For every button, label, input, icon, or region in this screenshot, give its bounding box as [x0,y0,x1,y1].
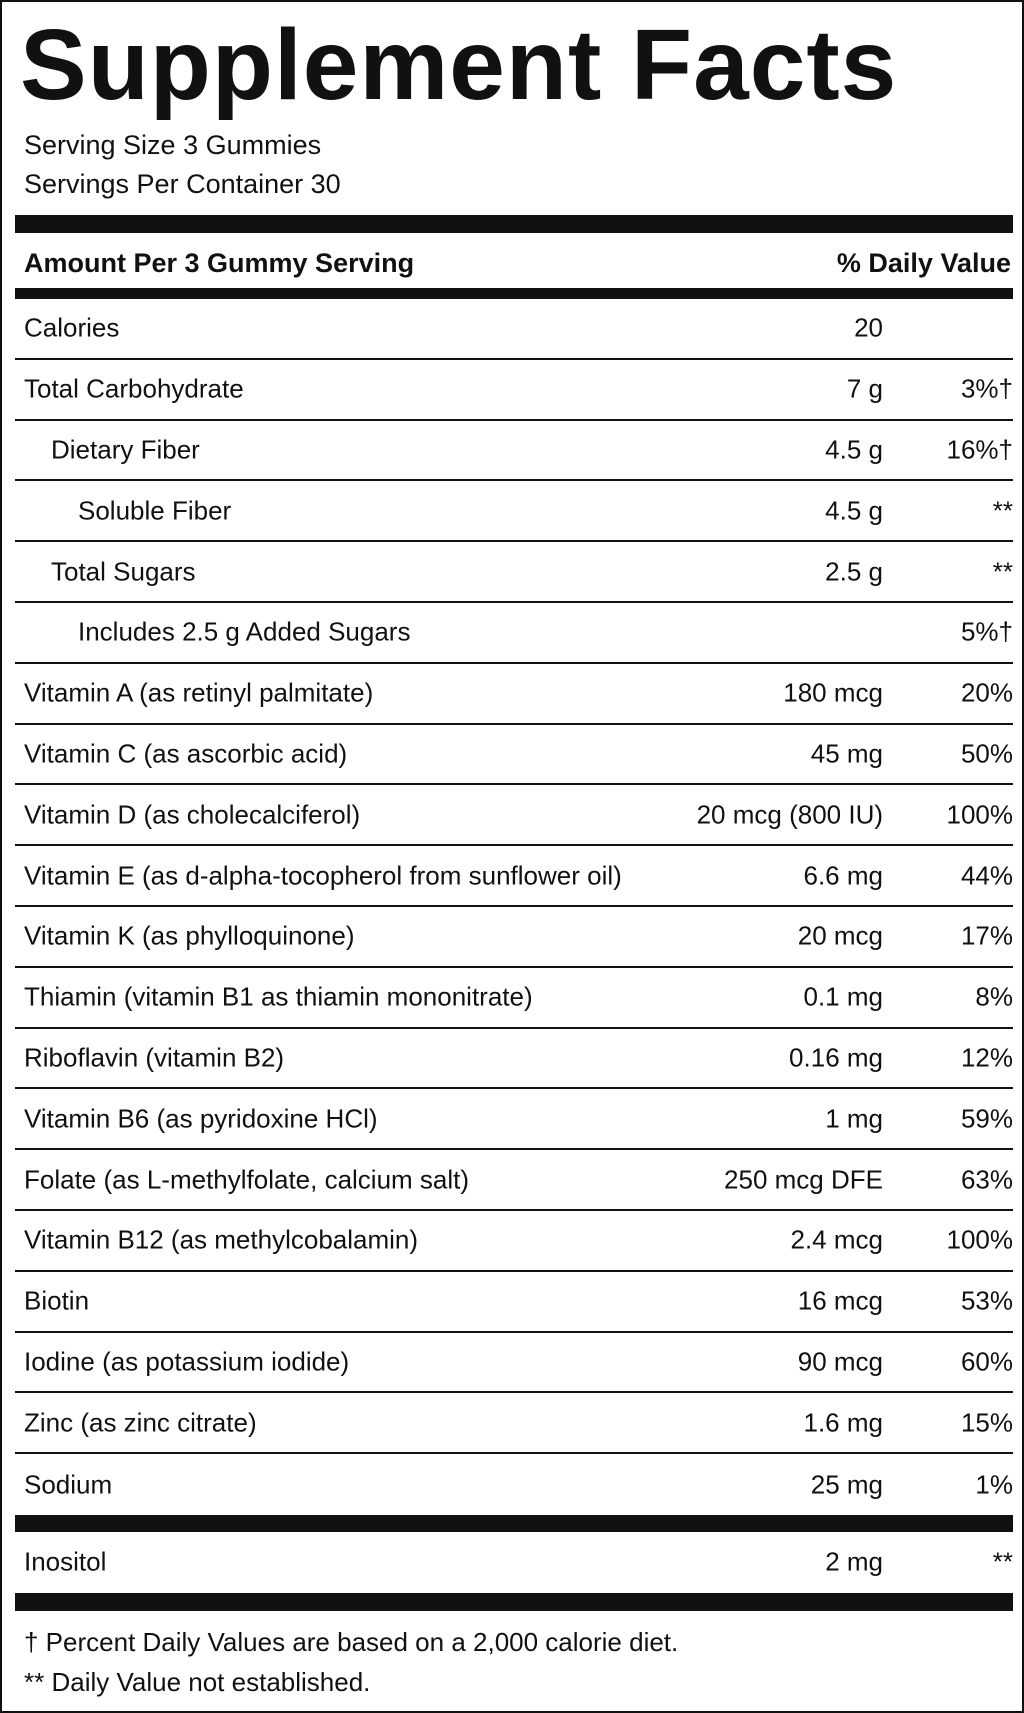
nutrient-name: Vitamin K (as phylloquinone) [24,920,355,951]
footnote: ** Daily Value not established. [24,1667,371,1697]
nutrient-row: Calories 20 [15,299,1013,360]
nutrient-row: Vitamin K (as phylloquinone) 20 mcg 17% [15,907,1013,968]
nutrient-row: Zinc (as zinc citrate) 1.6 mg 15% [15,1393,1013,1455]
amount: 0.16 mg [789,1042,883,1073]
nutrient-row: Vitamin B6 (as pyridoxine HCl) 1 mg 59% [15,1089,1013,1151]
nutrient-row: Vitamin D (as cholecalciferol) 20 mcg (80… [15,785,1014,847]
amount: 250 mcg DFE [724,1164,883,1195]
daily-value: 63% [960,1164,1013,1195]
nutrient-row: Vitamin B12 (as methylcobalamin) 2.4 mcg 1… [15,1211,1013,1272]
daily-value: 44% [960,860,1013,891]
medium-rule [15,288,1013,299]
daily-value: 5%† [960,616,1013,647]
nutrient-name: Folate (as L-methylfolate, calcium salt) [24,1164,470,1195]
nutrient-row: Vitamin A (as retinyl palmitate) 180 mcg 2… [15,664,1013,725]
daily-value-header: % Daily Value [836,248,1011,278]
amount: 2.4 mcg [790,1224,884,1255]
daily-value: 15% [960,1407,1013,1438]
amount: 1 mg [825,1103,883,1134]
nutrient-name: Dietary Fiber [51,434,200,465]
nutrient-rows: Calories 20 Total Carbohydrate 7 g 3%† Dietar… [15,299,1013,1515]
nutrient-name: Thiamin (vitamin B1 as thiamin mononitra… [24,981,533,1012]
amount: 2 mg [825,1546,883,1577]
nutrient-name: Vitamin E (as d-alpha-tocopherol from su… [24,860,622,891]
amount: 90 mcg [797,1346,883,1377]
daily-value: 16%† [946,434,1014,465]
daily-value: 59% [960,1103,1013,1134]
nutrient-name: Total Sugars [51,556,196,587]
daily-value: ** [992,495,1013,526]
amount: 7 g [846,373,883,404]
daily-value: 8% [975,981,1013,1012]
nutrient-name: Riboflavin (vitamin B2) [24,1042,285,1073]
title: Supplement Facts [20,9,898,121]
amount: 0.1 mg [803,981,884,1012]
nutrient-row: Thiamin (vitamin B1 as thiamin mononitra… [15,968,1013,1029]
daily-value: ** [992,1546,1013,1577]
amount: 2.5 g [825,556,883,587]
nutrient-name: Vitamin D (as cholecalciferol) [24,799,361,830]
amount: 20 [854,312,883,343]
amount: 16 mcg [797,1285,883,1316]
other-rows: Inositol 2 mg ** [15,1532,1013,1593]
nutrient-name: Sodium [24,1469,113,1500]
daily-value: 53% [960,1285,1013,1316]
daily-value: 17% [960,920,1013,951]
amount: 4.5 g [825,434,883,465]
nutrient-name: Vitamin B12 (as methylcobalamin) [24,1224,419,1255]
nutrient-row: Riboflavin (vitamin B2) 0.16 mg 12% [15,1029,1013,1090]
amount: 45 mg [810,738,883,769]
daily-value: 20% [960,677,1013,708]
nutrient-name: Biotin [24,1285,90,1316]
nutrient-name: Soluble Fiber [78,495,232,526]
nutrient-row: Soluble Fiber 4.5 g ** [15,481,1013,543]
nutrient-row: Iodine (as potassium iodide) 90 mcg 60% [15,1333,1013,1394]
amount-header: Amount Per 3 Gummy Serving [24,248,415,278]
nutrient-name: Zinc (as zinc citrate) [24,1407,257,1438]
nutrient-row: Vitamin C (as ascorbic acid) 45 mg 50% [15,725,1013,786]
nutrient-row: Total Sugars 2.5 g ** [15,542,1013,603]
daily-value: 60% [960,1346,1013,1377]
amount: 180 mcg [783,677,883,708]
nutrient-row: Total Carbohydrate 7 g 3%† [15,360,1013,421]
nutrient-row: Inositol 2 mg ** [15,1532,1013,1593]
daily-value: 12% [960,1042,1013,1073]
daily-value: ** [992,556,1013,587]
nutrient-row: Sodium 25 mg 1% [15,1454,1013,1515]
nutrient-row: Folate (as L-methylfolate, calcium salt)… [15,1150,1013,1211]
amount: 20 mcg (800 IU) [696,799,883,830]
thick-rule [15,1593,1013,1611]
nutrient-name: Inositol [24,1546,107,1577]
nutrient-row: Biotin 16 mcg 53% [15,1272,1013,1333]
amount: 6.6 mg [803,860,884,891]
daily-value: 1% [975,1469,1013,1500]
serving-size: Serving Size 3 Gummies [24,130,322,160]
nutrient-row: Dietary Fiber 4.5 g 16%† [15,421,1013,482]
servings-per-container: Servings Per Container 30 [24,169,341,199]
amount: 1.6 mg [803,1407,884,1438]
nutrient-name: Total Carbohydrate [24,373,244,404]
amount: 20 mcg [797,920,883,951]
nutrient-row: Vitamin E (as d-alpha-tocopherol from su… [15,846,1013,907]
amount: 4.5 g [825,495,883,526]
footnote: † Percent Daily Values are based on a 2,… [24,1627,679,1657]
thick-rule [15,1515,1013,1532]
daily-value: 50% [960,738,1013,769]
nutrient-name: Vitamin C (as ascorbic acid) [24,738,348,769]
amount: 25 mg [810,1469,883,1500]
nutrient-name: Includes 2.5 g Added Sugars [78,616,411,647]
nutrient-name: Vitamin A (as retinyl palmitate) [24,677,374,708]
daily-value: 100% [946,1224,1014,1255]
thick-rule [15,215,1013,233]
nutrient-name: Calories [24,312,120,343]
nutrient-row: Includes 2.5 g Added Sugars 5%† [15,603,1013,664]
daily-value: 100% [946,799,1014,830]
nutrient-name: Vitamin B6 (as pyridoxine HCl) [24,1103,378,1134]
daily-value: 3%† [960,373,1013,404]
nutrient-name: Iodine (as potassium iodide) [24,1346,350,1377]
